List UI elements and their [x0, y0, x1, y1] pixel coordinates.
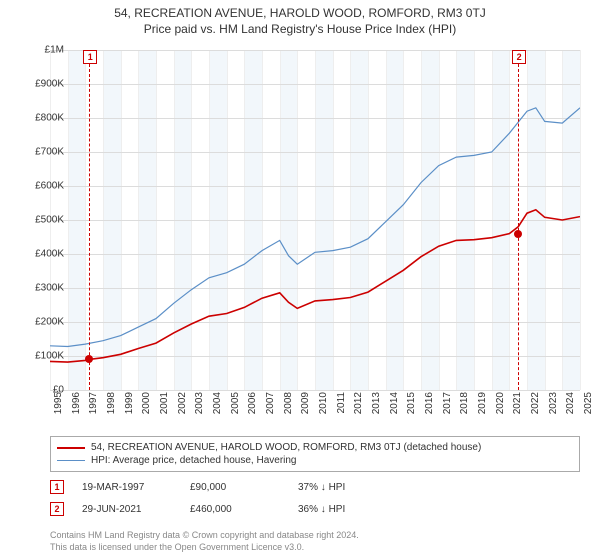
- y-axis-tick-label: £500K: [20, 215, 64, 226]
- x-axis-tick-label: 2014: [389, 392, 400, 422]
- marker-dot: [85, 355, 93, 363]
- legend-label-hpi: HPI: Average price, detached house, Have…: [91, 455, 297, 466]
- y-axis-tick-label: £300K: [20, 283, 64, 294]
- x-axis-tick-label: 2025: [583, 392, 594, 422]
- sale-row-2: 2 29-JUN-2021 £460,000 36% ↓ HPI: [50, 502, 580, 516]
- y-axis-tick-label: £100K: [20, 351, 64, 362]
- x-axis-tick-label: 2009: [300, 392, 311, 422]
- sale-suffix-1: HPI: [329, 482, 346, 493]
- chart-subtitle: Price paid vs. HM Land Registry's House …: [0, 22, 600, 36]
- x-axis-tick-label: 2018: [459, 392, 470, 422]
- sale-marker-1: 1: [50, 480, 64, 494]
- legend-swatch-hpi: [57, 460, 85, 461]
- marker-guideline: [89, 64, 90, 390]
- x-axis-tick-label: 2008: [283, 392, 294, 422]
- y-axis-tick-label: £800K: [20, 113, 64, 124]
- x-axis-tick-label: 2016: [424, 392, 435, 422]
- marker-guideline: [518, 64, 519, 390]
- legend-label-property: 54, RECREATION AVENUE, HAROLD WOOD, ROMF…: [91, 442, 481, 453]
- sale-diff-2: 36%: [298, 504, 318, 515]
- sale-price-2: £460,000: [190, 504, 280, 515]
- x-axis-tick-label: 1995: [53, 392, 64, 422]
- x-axis-tick-label: 2024: [565, 392, 576, 422]
- x-axis-tick-label: 2005: [230, 392, 241, 422]
- legend: 54, RECREATION AVENUE, HAROLD WOOD, ROMF…: [50, 436, 580, 472]
- marker-label-box: 2: [512, 50, 526, 64]
- x-axis-tick-label: 2013: [371, 392, 382, 422]
- sale-date-1: 19-MAR-1997: [82, 482, 172, 493]
- y-axis-tick-label: £200K: [20, 317, 64, 328]
- y-axis-tick-label: £900K: [20, 79, 64, 90]
- x-axis-tick-label: 1999: [124, 392, 135, 422]
- footer-line-2: This data is licensed under the Open Gov…: [50, 542, 359, 554]
- x-axis-tick-label: 2007: [265, 392, 276, 422]
- sale-date-2: 29-JUN-2021: [82, 504, 172, 515]
- legend-swatch-property: [57, 447, 85, 449]
- x-axis-tick-label: 2000: [141, 392, 152, 422]
- y-axis-tick-label: £1M: [20, 45, 64, 56]
- chart-title: 54, RECREATION AVENUE, HAROLD WOOD, ROMF…: [0, 6, 600, 20]
- marker-label-box: 1: [83, 50, 97, 64]
- x-axis-tick-label: 2020: [495, 392, 506, 422]
- y-axis-tick-label: £400K: [20, 249, 64, 260]
- sale-suffix-2: HPI: [329, 504, 346, 515]
- sale-marker-2: 2: [50, 502, 64, 516]
- x-axis-tick-label: 2012: [353, 392, 364, 422]
- sale-row-1: 1 19-MAR-1997 £90,000 37% ↓ HPI: [50, 480, 580, 494]
- x-axis-tick-label: 2021: [512, 392, 523, 422]
- x-axis-tick-label: 2001: [159, 392, 170, 422]
- marker-dot: [514, 230, 522, 238]
- series-line-property: [50, 210, 580, 362]
- chart-plot-area: 12: [50, 50, 580, 390]
- x-axis-tick-label: 1997: [88, 392, 99, 422]
- x-axis-tick-label: 2006: [247, 392, 258, 422]
- x-axis-tick-label: 2022: [530, 392, 541, 422]
- y-axis-tick-label: £600K: [20, 181, 64, 192]
- x-axis-tick-label: 2017: [442, 392, 453, 422]
- x-axis-tick-label: 2015: [406, 392, 417, 422]
- x-axis-tick-label: 2010: [318, 392, 329, 422]
- sale-price-1: £90,000: [190, 482, 280, 493]
- x-axis-tick-label: 1996: [71, 392, 82, 422]
- x-axis-tick-label: 2002: [177, 392, 188, 422]
- sale-diff-1: 37%: [298, 482, 318, 493]
- x-axis-tick-label: 1998: [106, 392, 117, 422]
- x-axis-tick-label: 2003: [194, 392, 205, 422]
- x-axis-tick-label: 2004: [212, 392, 223, 422]
- down-arrow-icon: ↓: [321, 482, 326, 493]
- x-axis-tick-label: 2011: [336, 392, 347, 422]
- series-line-hpi: [50, 108, 580, 347]
- footer-line-1: Contains HM Land Registry data © Crown c…: [50, 530, 359, 542]
- y-axis-tick-label: £700K: [20, 147, 64, 158]
- footer: Contains HM Land Registry data © Crown c…: [50, 530, 359, 553]
- x-axis-tick-label: 2019: [477, 392, 488, 422]
- down-arrow-icon: ↓: [321, 504, 326, 515]
- x-axis-tick-label: 2023: [548, 392, 559, 422]
